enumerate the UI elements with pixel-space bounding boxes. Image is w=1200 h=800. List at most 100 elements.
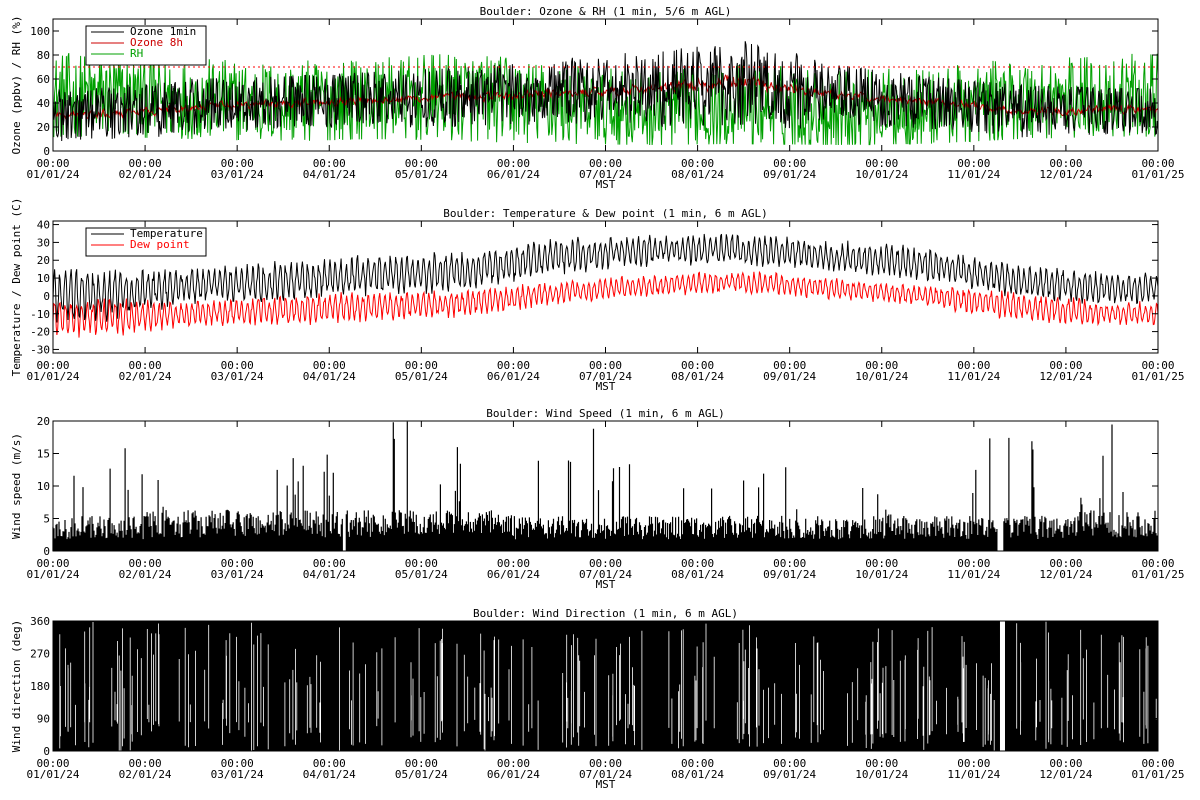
x-tick-date: 03/01/24 (211, 568, 264, 581)
x-tick-date: 07/01/24 (579, 568, 632, 581)
x-tick-date: 07/01/24 (579, 168, 632, 181)
x-tick-time: 00:00 (313, 757, 346, 770)
y-axis-label: Temperature / Dew point (C) (10, 198, 23, 377)
x-tick-date: 06/01/24 (487, 168, 540, 181)
x-tick-time: 00:00 (589, 757, 622, 770)
x-tick-time: 00:00 (1141, 359, 1174, 372)
series-line-dew-point (52, 270, 1159, 338)
x-tick-time: 00:00 (36, 557, 69, 570)
y-tick-label: 0 (43, 290, 50, 303)
y-tick-label: 0 (43, 545, 50, 558)
x-tick-date: 10/01/24 (855, 370, 908, 383)
x-tick-time: 00:00 (957, 157, 990, 170)
x-tick-time: 00:00 (865, 359, 898, 372)
x-tick-date: 06/01/24 (487, 768, 540, 781)
wind-speed-bars (52, 421, 1158, 551)
x-tick-time: 00:00 (313, 557, 346, 570)
y-tick-label: 40 (37, 97, 50, 110)
y-tick-label: 15 (37, 448, 50, 461)
x-tick-date: 02/01/24 (119, 168, 172, 181)
x-tick-date: 02/01/24 (119, 768, 172, 781)
x-tick-time: 00:00 (1049, 157, 1082, 170)
x-tick-time: 00:00 (589, 359, 622, 372)
x-tick-date: 08/01/24 (671, 168, 724, 181)
y-tick-label: 30 (37, 236, 50, 249)
x-tick-date: 04/01/24 (303, 370, 356, 383)
wind-direction-panel: Boulder: Wind Direction (1 min, 6 m AGL)… (10, 607, 1184, 791)
x-axis-label: MST (596, 578, 616, 591)
x-tick-time: 00:00 (681, 157, 714, 170)
x-tick-date: 08/01/24 (671, 370, 724, 383)
y-tick-label: 270 (30, 648, 50, 661)
y-tick-label: 20 (37, 415, 50, 428)
x-tick-date: 01/01/25 (1132, 568, 1185, 581)
y-tick-label: 20 (37, 254, 50, 267)
x-tick-time: 00:00 (957, 557, 990, 570)
x-tick-date: 01/01/25 (1132, 168, 1185, 181)
x-tick-date: 05/01/24 (395, 370, 448, 383)
chart-title: Boulder: Ozone & RH (1 min, 5/6 m AGL) (480, 5, 732, 18)
x-tick-date: 10/01/24 (855, 168, 908, 181)
x-tick-time: 00:00 (773, 157, 806, 170)
x-tick-date: 04/01/24 (303, 768, 356, 781)
y-tick-label: -10 (30, 308, 50, 321)
x-axis-label: MST (596, 778, 616, 791)
x-tick-date: 06/01/24 (487, 370, 540, 383)
x-tick-date: 06/01/24 (487, 568, 540, 581)
x-axis-label: MST (596, 178, 616, 191)
x-tick-date: 11/01/24 (947, 168, 1000, 181)
x-tick-date: 05/01/24 (395, 768, 448, 781)
x-axis-label: MST (596, 380, 616, 393)
legend-box (85, 227, 207, 257)
x-tick-date: 01/01/24 (27, 568, 80, 581)
x-tick-date: 03/01/24 (211, 768, 264, 781)
y-tick-label: 100 (30, 25, 50, 38)
x-tick-date: 02/01/24 (119, 370, 172, 383)
x-tick-date: 09/01/24 (763, 168, 816, 181)
y-axis-label: Ozone (ppbv) / RH (%) (10, 15, 23, 154)
x-tick-time: 00:00 (405, 757, 438, 770)
y-tick-label: -30 (30, 343, 50, 356)
x-tick-date: 04/01/24 (303, 168, 356, 181)
y-tick-label: 20 (37, 121, 50, 134)
legend-entry: Ozone 8h (130, 36, 183, 49)
ozone-rh-panel: Boulder: Ozone & RH (1 min, 5/6 m AGL) 02… (10, 5, 1184, 191)
x-tick-date: 09/01/24 (763, 768, 816, 781)
x-tick-time: 00:00 (129, 157, 162, 170)
x-tick-time: 00:00 (865, 757, 898, 770)
y-tick-label: 10 (37, 272, 50, 285)
x-tick-time: 00:00 (221, 757, 254, 770)
x-tick-date: 01/01/25 (1132, 370, 1185, 383)
chart-title: Boulder: Wind Direction (1 min, 6 m AGL) (473, 607, 738, 620)
x-tick-date: 11/01/24 (947, 768, 1000, 781)
x-tick-time: 00:00 (497, 359, 530, 372)
y-tick-label: 90 (37, 713, 50, 726)
temp-dew-panel: Boulder: Temperature & Dew point (1 min,… (10, 198, 1184, 393)
x-tick-time: 00:00 (589, 557, 622, 570)
legend-entry: Ozone 1min (130, 25, 196, 38)
x-tick-date: 07/01/24 (579, 370, 632, 383)
x-tick-date: 12/01/24 (1039, 168, 1092, 181)
x-tick-time: 00:00 (681, 359, 714, 372)
x-tick-time: 00:00 (865, 157, 898, 170)
x-tick-time: 00:00 (405, 557, 438, 570)
chart-title: Boulder: Wind Speed (1 min, 6 m AGL) (486, 407, 724, 420)
wind-direction-gaps (59, 621, 1157, 751)
data-gap (999, 621, 1005, 751)
x-tick-time: 00:00 (221, 157, 254, 170)
x-tick-date: 08/01/24 (671, 768, 724, 781)
x-tick-date: 12/01/24 (1039, 568, 1092, 581)
x-tick-date: 07/01/24 (579, 768, 632, 781)
x-tick-date: 01/01/24 (27, 370, 80, 383)
x-tick-time: 00:00 (957, 359, 990, 372)
x-tick-time: 00:00 (36, 757, 69, 770)
x-tick-date: 12/01/24 (1039, 768, 1092, 781)
x-tick-time: 00:00 (773, 359, 806, 372)
x-tick-date: 09/01/24 (763, 370, 816, 383)
wind-direction-fill (53, 621, 1158, 751)
x-tick-time: 00:00 (1141, 757, 1174, 770)
x-tick-date: 03/01/24 (211, 168, 264, 181)
x-tick-date: 03/01/24 (211, 370, 264, 383)
x-tick-time: 00:00 (1049, 557, 1082, 570)
x-tick-time: 00:00 (681, 557, 714, 570)
